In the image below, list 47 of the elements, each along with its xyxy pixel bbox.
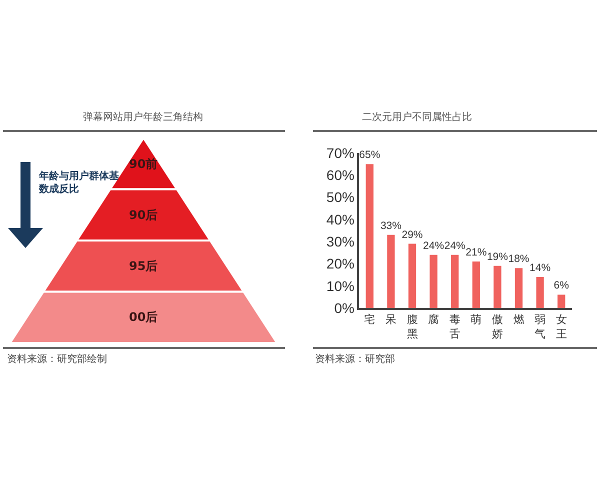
- category-label: 90前: [129, 157, 158, 171]
- bar: [408, 244, 416, 308]
- chart-title: 二次元用户不同属性占比: [362, 111, 472, 123]
- bar: [558, 294, 566, 308]
- text: 年龄与用户群体基数成反比: [38, 170, 119, 195]
- y-tick-label: 70%: [326, 144, 354, 161]
- bar: [514, 268, 523, 308]
- category-label: 90后: [129, 208, 158, 222]
- data-label: 29%: [402, 228, 423, 241]
- y-tick-label: 20%: [326, 256, 354, 272]
- data-label: 24%: [423, 240, 444, 252]
- x-tick-label: 宅: [364, 312, 376, 326]
- y-tick-label: 50%: [326, 189, 354, 206]
- bar: [494, 266, 502, 308]
- bar: [366, 164, 374, 308]
- y-tick-label: 10%: [326, 278, 354, 294]
- x-tick-label: 萌: [470, 312, 482, 326]
- text: 资料来源：研究部绘制: [7, 353, 107, 365]
- x-tick-label: 傲娇: [492, 312, 503, 340]
- bar: [387, 234, 395, 308]
- data-label: 65%: [359, 149, 380, 162]
- data-label: 6%: [554, 280, 569, 292]
- data-label: 24%: [444, 240, 466, 252]
- bar: [472, 262, 480, 308]
- data-label: 18%: [508, 253, 530, 266]
- bar: [451, 254, 459, 308]
- x-tick-label: 毒舌: [449, 312, 460, 340]
- x-tick-label: 呆: [385, 312, 396, 326]
- data-label: 19%: [486, 250, 508, 263]
- x-tick-label: 腹黑: [406, 312, 418, 340]
- y-tick-label: 30%: [326, 233, 354, 250]
- bar: [536, 277, 544, 308]
- x-tick-label: 燃: [513, 312, 524, 326]
- y-tick-label: 0%: [334, 300, 354, 316]
- data-label: 21%: [466, 246, 487, 258]
- data-label: 14%: [530, 262, 551, 274]
- y-tick-label: 60%: [326, 167, 354, 184]
- y-tick-label: 40%: [326, 211, 354, 228]
- text: 弹幕网站用户年龄三角结构: [83, 111, 203, 123]
- category-label: 00后: [129, 310, 158, 324]
- bar: [430, 254, 438, 308]
- text: 资料来源：研究部: [315, 353, 395, 365]
- x-tick-label: 腐: [428, 312, 440, 326]
- x-tick-label: 女王: [556, 312, 567, 340]
- data-label: 33%: [380, 220, 402, 232]
- category-label: 95后: [129, 259, 158, 273]
- x-tick-label: 弱气: [534, 312, 546, 340]
